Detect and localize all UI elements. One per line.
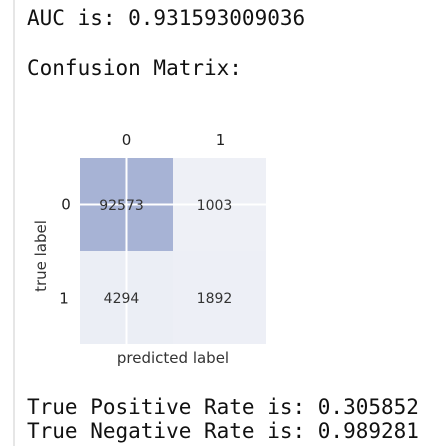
confusion-matrix-title: Confusion Matrix: <box>27 56 242 80</box>
true-negative-rate-line: True Negative Rate is: 0.989281 <box>27 419 419 443</box>
x-tick-label-1: 1 <box>216 131 226 149</box>
cell-value-1-1: 1892 <box>197 291 233 307</box>
y-axis-label: true label <box>32 220 50 292</box>
cell-left-border <box>13 0 15 446</box>
cell-value-1-0: 4294 <box>104 291 140 307</box>
auc-output-line: AUC is: 0.931593009036 <box>27 6 306 30</box>
y-tick-label-0: 0 <box>61 196 71 214</box>
y-tick-label-1: 1 <box>59 290 69 308</box>
true-positive-rate-line: True Positive Rate is: 0.305852 <box>27 395 419 419</box>
heatmap-cell-1-1 <box>173 251 266 344</box>
cell-value-0-1: 1003 <box>197 198 233 214</box>
x-tick-label-0: 0 <box>122 131 132 149</box>
cell-value-0-0: 92573 <box>99 198 144 214</box>
x-axis-label: predicted label <box>117 349 229 367</box>
